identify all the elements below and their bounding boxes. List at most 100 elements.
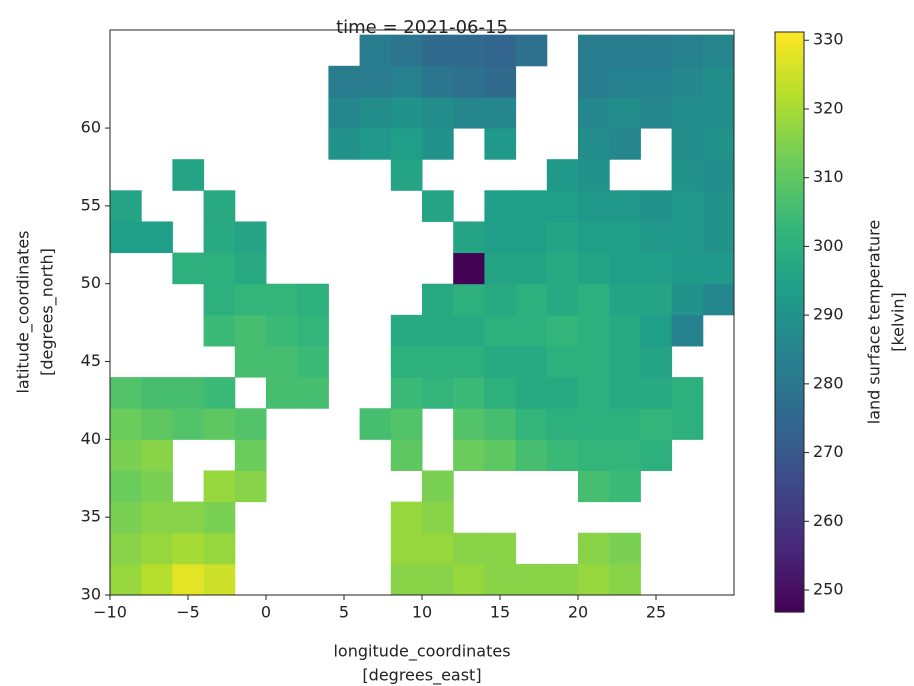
colorbar-swatch xyxy=(775,592,804,599)
heat-cell xyxy=(609,96,641,129)
colorbar-swatch xyxy=(775,157,804,164)
heat-cell xyxy=(702,34,735,67)
chart-title: time = 2021-06-15 xyxy=(336,17,508,38)
colorbar-swatch xyxy=(775,186,804,193)
colorbar-swatch xyxy=(775,389,804,396)
heat-cell xyxy=(702,252,735,285)
heat-cell xyxy=(484,252,517,285)
heat-cell xyxy=(671,34,704,67)
heat-cell xyxy=(578,190,610,222)
heat-cell xyxy=(578,252,610,285)
colorbar-swatch xyxy=(775,515,804,521)
colorbar-swatch xyxy=(775,341,804,347)
heat-cell xyxy=(515,221,548,254)
colorbar-swatch xyxy=(775,447,804,454)
heat-cell xyxy=(546,221,579,254)
colorbar-swatch xyxy=(775,433,804,439)
heat-cell xyxy=(422,501,454,534)
heat-cell xyxy=(110,501,142,534)
colorbar-swatch xyxy=(775,225,804,231)
heat-cell xyxy=(484,65,517,98)
colorbar-swatch xyxy=(775,70,804,77)
heat-cell xyxy=(546,345,579,378)
colorbar-swatch xyxy=(775,399,804,405)
heat-cell xyxy=(203,190,236,222)
y-axis-label: latitude_coordinates xyxy=(14,230,34,393)
heat-cell xyxy=(578,345,610,378)
heat-cell xyxy=(297,345,329,378)
colorbar-swatch xyxy=(775,607,804,613)
colorbar-swatch xyxy=(775,114,804,120)
colorbar-swatch xyxy=(775,404,804,410)
colorbar-swatch xyxy=(775,94,804,101)
heat-cell xyxy=(297,283,329,316)
colorbar-swatch xyxy=(775,534,804,541)
heat-cell xyxy=(484,345,517,378)
colorbar-swatch xyxy=(775,268,804,275)
heat-cell xyxy=(234,252,267,285)
heat-cell xyxy=(266,377,298,409)
colorbar-swatch xyxy=(775,370,804,376)
heat-cell xyxy=(359,96,392,129)
heat-cell xyxy=(609,563,641,596)
heat-cell xyxy=(671,96,704,129)
colorbar-swatch xyxy=(775,442,804,449)
colorbar-swatch xyxy=(775,230,804,236)
colorbar-tick-label: 330 xyxy=(813,30,844,49)
heat-cell xyxy=(141,221,173,254)
colorbar-swatch xyxy=(775,143,804,149)
heat-cell xyxy=(422,96,454,129)
colorbar-swatch xyxy=(775,496,804,502)
heat-cell xyxy=(484,377,517,409)
heat-cell xyxy=(515,563,548,596)
colorbar-swatch xyxy=(775,128,804,135)
colorbar-swatch xyxy=(775,467,804,473)
y-tick-label: 50 xyxy=(81,273,101,292)
heat-cell xyxy=(203,221,236,254)
heat-cell xyxy=(390,532,423,565)
colorbar-swatch xyxy=(775,510,804,516)
colorbar-swatch xyxy=(775,471,804,478)
colorbar-swatch xyxy=(775,476,804,483)
heat-cell xyxy=(578,65,610,98)
heat-cell xyxy=(578,470,610,503)
heat-cell xyxy=(203,501,236,534)
heat-cell xyxy=(203,408,236,440)
heat-cell xyxy=(702,159,735,191)
colorbar-frame xyxy=(774,31,805,613)
heat-cell xyxy=(297,314,329,347)
heat-cell xyxy=(484,34,517,67)
heat-cell xyxy=(172,563,205,596)
heat-cell xyxy=(484,563,517,596)
heat-cell xyxy=(172,252,205,285)
heat-cell xyxy=(515,190,548,222)
heat-cell xyxy=(266,345,298,378)
heat-cell xyxy=(484,314,517,347)
colorbar-swatch xyxy=(775,578,804,584)
heat-cell xyxy=(640,314,673,347)
colorbar-swatch xyxy=(775,336,804,342)
heat-cell xyxy=(266,283,298,316)
heat-cell xyxy=(110,532,142,565)
colorbar-swatch xyxy=(775,380,804,386)
colorbar-swatch xyxy=(775,41,804,48)
colorbar-swatch xyxy=(775,177,804,183)
colorbar-swatch xyxy=(775,162,804,168)
colorbar-swatch xyxy=(775,283,804,289)
heat-cell xyxy=(328,128,361,160)
colorbar-swatch xyxy=(775,525,804,531)
x-tick-label: 0 xyxy=(261,603,271,622)
colorbar-swatch xyxy=(775,481,804,487)
colorbar-swatch xyxy=(775,32,804,38)
heat-cell xyxy=(234,221,267,254)
colorbar-swatch xyxy=(775,558,804,565)
y-tick-label: 45 xyxy=(81,351,101,370)
x-tick-label: −5 xyxy=(176,603,200,622)
colorbar-swatch xyxy=(775,312,804,318)
heat-cell xyxy=(671,283,704,316)
x-tick-label: 25 xyxy=(646,603,666,622)
x-tick-label: 5 xyxy=(339,603,349,622)
colorbar-swatch xyxy=(775,307,804,313)
colorbar-swatch xyxy=(775,244,804,251)
heat-cell xyxy=(453,439,485,471)
